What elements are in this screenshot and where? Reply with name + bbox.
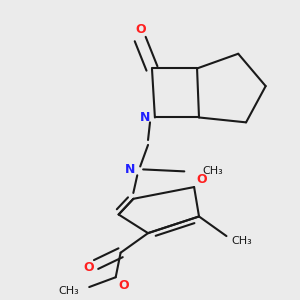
Text: CH₃: CH₃ — [202, 167, 223, 176]
Text: CH₃: CH₃ — [59, 286, 80, 296]
Text: O: O — [135, 23, 146, 36]
Text: CH₃: CH₃ — [231, 236, 252, 246]
Text: O: O — [196, 173, 207, 186]
Text: N: N — [125, 163, 136, 176]
Text: O: O — [83, 261, 94, 274]
Text: N: N — [140, 111, 150, 124]
Text: O: O — [118, 279, 129, 292]
